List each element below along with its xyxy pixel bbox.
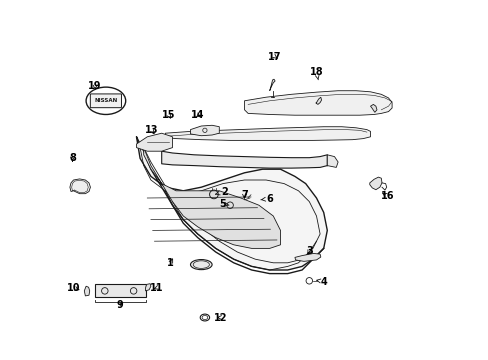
Text: 7: 7 [241, 190, 247, 200]
Text: 13: 13 [144, 125, 158, 135]
Polygon shape [84, 286, 89, 296]
Polygon shape [326, 155, 337, 167]
Polygon shape [145, 284, 151, 291]
Text: 11: 11 [149, 283, 163, 293]
Text: NISSAN: NISSAN [94, 98, 117, 103]
Text: 16: 16 [380, 191, 394, 201]
Text: 8: 8 [69, 153, 76, 163]
Polygon shape [143, 148, 280, 248]
Polygon shape [315, 97, 321, 104]
Polygon shape [162, 151, 326, 168]
Polygon shape [165, 127, 370, 140]
Polygon shape [269, 79, 275, 91]
Ellipse shape [190, 260, 212, 270]
Text: 6: 6 [260, 194, 272, 204]
Text: 12: 12 [214, 312, 227, 323]
Polygon shape [190, 125, 219, 136]
Polygon shape [95, 284, 145, 297]
Polygon shape [369, 177, 381, 190]
Polygon shape [244, 91, 391, 115]
Text: 15: 15 [162, 110, 175, 120]
Text: 19: 19 [88, 81, 102, 91]
Polygon shape [136, 133, 172, 151]
Polygon shape [294, 253, 320, 261]
Polygon shape [370, 104, 376, 112]
Text: 2: 2 [215, 186, 227, 197]
Text: 9: 9 [117, 300, 123, 310]
Polygon shape [70, 179, 90, 194]
Text: 18: 18 [309, 67, 323, 80]
Text: 4: 4 [316, 276, 326, 287]
Polygon shape [136, 137, 326, 270]
Text: 17: 17 [268, 52, 281, 62]
Text: 1: 1 [167, 258, 174, 268]
Text: 10: 10 [67, 283, 80, 293]
Text: 14: 14 [190, 110, 204, 120]
Text: 5: 5 [219, 199, 228, 209]
Text: 3: 3 [305, 246, 312, 256]
FancyBboxPatch shape [90, 94, 121, 108]
